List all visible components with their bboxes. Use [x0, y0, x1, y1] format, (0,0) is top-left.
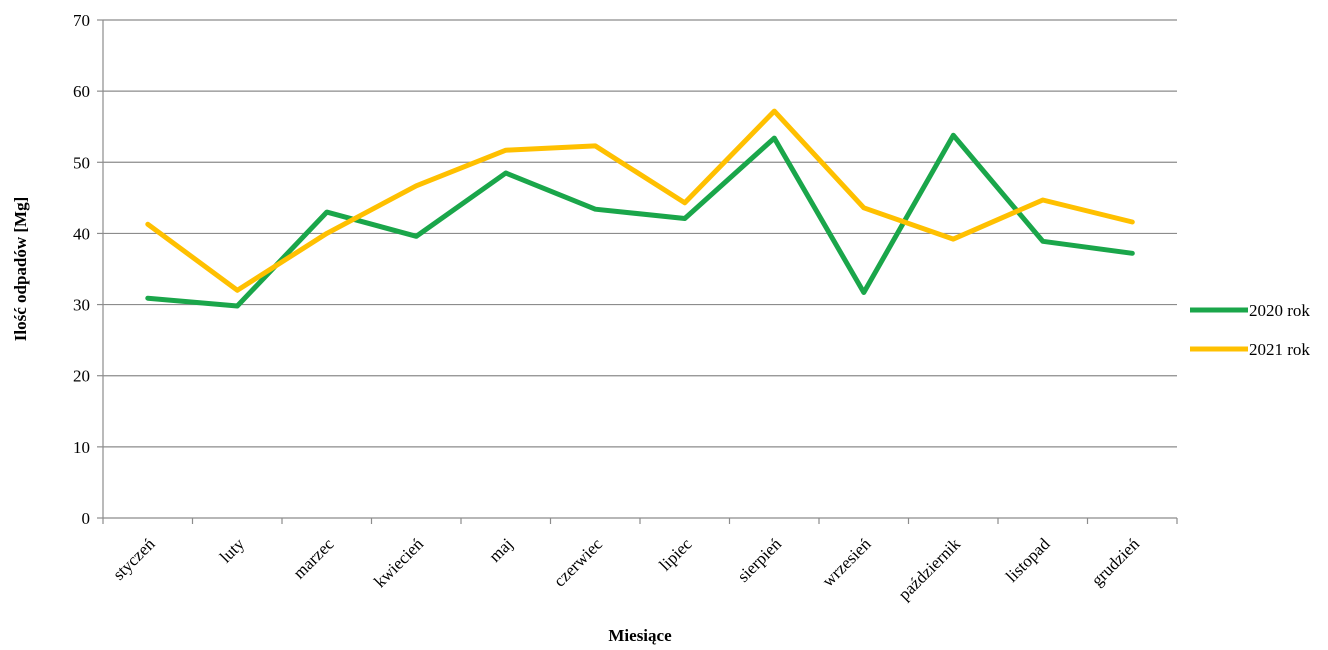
x-tick-label: grudzień — [1088, 534, 1144, 590]
series-lines — [145, 108, 1135, 309]
x-tick-label: październik — [895, 534, 965, 604]
y-tick-label: 60 — [73, 82, 90, 101]
x-tick-label: luty — [216, 534, 248, 566]
grid-lines — [103, 19, 1177, 448]
series-line — [145, 132, 1135, 309]
x-tick-label: lipiec — [655, 534, 695, 574]
legend-label: 2021 rok — [1249, 340, 1310, 359]
y-tick-label: 0 — [82, 509, 91, 528]
y-axis-title: Ilość odpadów [Mg] — [11, 197, 30, 342]
x-axis-ticks: styczeń luty marzec kwiecień maj czerwiec lipi… — [102, 518, 1178, 604]
y-tick-label: 20 — [73, 367, 90, 386]
y-tick-label: 70 — [73, 11, 90, 30]
x-tick-label: marzec — [289, 534, 337, 582]
axes — [102, 20, 1177, 519]
legend: 2020 rok 2021 rok — [1190, 301, 1310, 359]
y-tick-label: 40 — [73, 224, 90, 243]
x-tick-label: styczeń — [109, 534, 159, 584]
y-tick-label: 50 — [73, 153, 90, 172]
y-tick-label: 10 — [73, 438, 90, 457]
series-line — [145, 108, 1135, 293]
y-tick-label: 30 — [73, 296, 90, 315]
y-axis-ticks: 0 10 20 30 40 50 60 70 — [73, 11, 103, 528]
x-tick-label: wrzesień — [818, 534, 875, 591]
x-tick-label: listopad — [1002, 534, 1054, 586]
x-tick-label: czerwiec — [550, 534, 606, 590]
x-axis-title: Miesiące — [608, 626, 672, 645]
x-tick-label: sierpień — [734, 534, 786, 586]
legend-label: 2020 rok — [1249, 301, 1310, 320]
x-tick-label: kwiecień — [370, 534, 427, 591]
x-tick-label: maj — [485, 534, 516, 565]
